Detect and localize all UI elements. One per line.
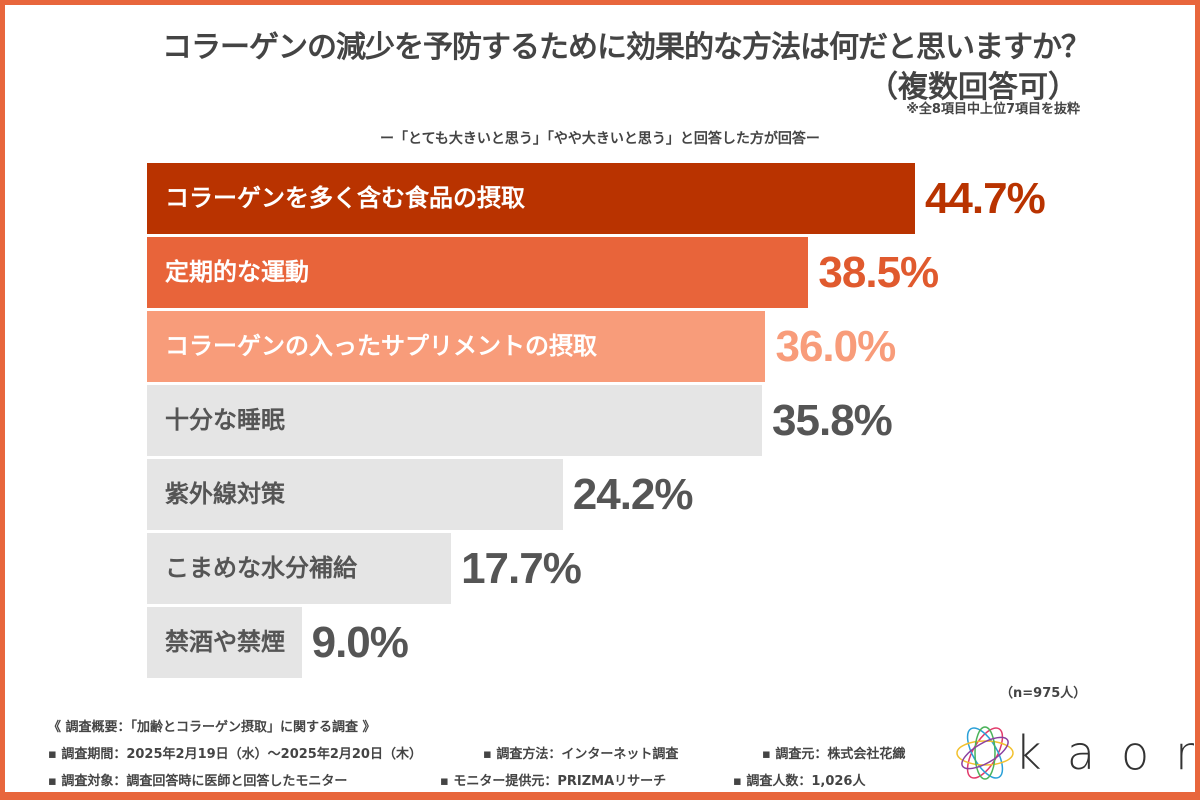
chart-subtitle: ー「とても大きいと思う」「やや大きいと思う」と回答した方が回答ー <box>380 131 820 147</box>
survey-target: ▪ 調査対象：調査回答時に医師と回答したモニター <box>48 774 348 789</box>
bar-value-label: 36.0% <box>775 322 896 371</box>
bar-category-label: コラーゲンの入ったサプリメントの摂取 <box>165 332 597 360</box>
bar-value-label: 24.2% <box>572 470 694 519</box>
bar-value-label: 38.5% <box>818 248 939 297</box>
survey-source: ▪ 調査元：株式会社花織 <box>762 747 906 762</box>
survey-method: ▪ 調査方法：インターネット調査 <box>483 747 679 762</box>
bar <box>147 237 809 308</box>
survey-provider: ▪ モニター提供元：PRIZMAリサーチ <box>440 774 667 789</box>
survey-period: ▪ 調査期間：2025年2月19日（水）～2025年2月20日（木） <box>48 747 422 762</box>
bar <box>147 163 915 234</box>
survey-count: ▪ 調査人数：1,026人 <box>733 774 866 789</box>
bar-value-label: 44.7% <box>924 174 1046 223</box>
bar <box>147 533 452 604</box>
chart-title: コラーゲンの減少を予防するために効果的な方法は何だと思いますか？ <box>162 30 1091 65</box>
bar-category-label: 十分な睡眠 <box>165 406 285 434</box>
bar <box>147 385 763 456</box>
sample-size: （n=975人） <box>1000 686 1087 701</box>
bar-category-label: 禁酒や禁煙 <box>165 628 285 656</box>
bar-category-label: コラーゲンを多く含む食品の摂取 <box>165 184 525 212</box>
bar-value-label: 9.0% <box>311 618 409 667</box>
bar <box>147 607 302 678</box>
bar-value-label: 17.7% <box>461 544 582 593</box>
chart-title-note: （複数回答可） <box>868 70 1078 105</box>
bar-value-label: 35.8% <box>772 396 893 445</box>
survey-heading: 《 調査概要：「加齢とコラーゲン摂取」に関する調査 》 <box>48 720 376 735</box>
bar-category-label: 定期的な運動 <box>165 258 309 286</box>
kaori-logo-mark-icon <box>956 726 1014 780</box>
items-note: ※全8項目中上位7項目を抜粋 <box>906 102 1080 117</box>
kaori-logo: kaori <box>955 718 1200 788</box>
bar <box>147 311 766 382</box>
logo-text: kaori <box>1015 726 1200 780</box>
bar <box>147 459 563 530</box>
bar-category-label: こまめな水分補給 <box>165 554 357 582</box>
bar-category-label: 紫外線対策 <box>165 480 285 508</box>
